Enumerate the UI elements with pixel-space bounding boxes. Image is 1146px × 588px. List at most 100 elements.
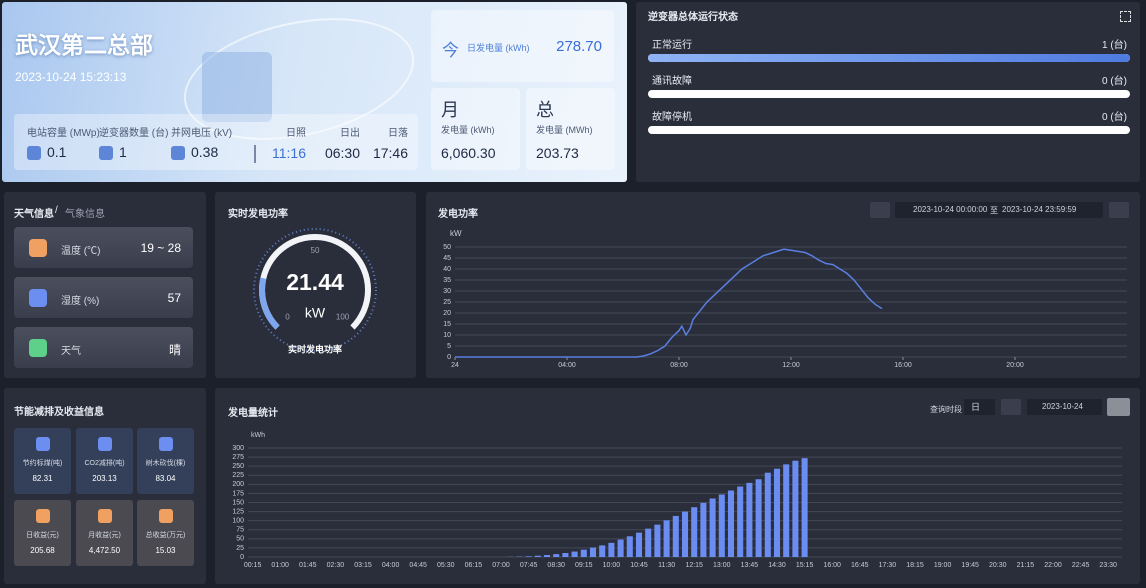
weather-label: 湿度 (%)	[61, 296, 100, 307]
x-tick-label: 13:45	[741, 562, 759, 569]
status-track	[648, 90, 1130, 98]
y-tick-label: 0	[240, 554, 244, 561]
query-label: 查询时段	[930, 405, 962, 414]
date-from: 2023-10-24 00:00:00	[913, 205, 988, 214]
panel-title: 逆变器总体运行状态	[648, 12, 738, 23]
x-tick-label: 01:00	[271, 562, 289, 569]
bar	[645, 528, 652, 557]
y-tick-label: 225	[232, 472, 244, 479]
y-tick-label: 175	[232, 490, 244, 497]
expand-icon[interactable]	[1120, 11, 1131, 22]
status-track	[648, 126, 1130, 134]
y-tick-label: 45	[443, 255, 451, 262]
x-tick-label: 01:45	[299, 562, 317, 569]
period-select[interactable]: 日	[964, 399, 995, 415]
x-tick-label: 15:15	[796, 562, 814, 569]
gauge-unit: kW	[305, 305, 326, 321]
x-tick-label: 13:00	[713, 562, 731, 569]
energy-card	[526, 88, 615, 170]
x-tick-label: 24	[451, 362, 459, 369]
bar	[654, 524, 661, 557]
bar	[792, 460, 799, 557]
stat-value: 0.38	[191, 144, 219, 160]
today-label: 日发电量 (kWh)	[467, 43, 530, 53]
weather-icon	[29, 239, 47, 257]
status-bar	[648, 54, 1130, 62]
bar	[635, 532, 643, 557]
savings-value: 83.04	[155, 474, 176, 483]
panel-title: 发电量统计	[228, 408, 278, 419]
station-name: 武汉第二总部	[15, 32, 153, 58]
date-to: 2023-10-24 23:59:59	[1002, 205, 1077, 214]
y-tick-label: 100	[232, 518, 244, 525]
stat-value: 1	[119, 144, 127, 160]
bar	[691, 507, 698, 557]
stat-value: 0.1	[47, 144, 67, 160]
gauge-value: 21.44	[286, 269, 344, 295]
x-tick-label: 17:30	[879, 562, 897, 569]
station-datetime: 2023-10-24 15:23:13	[15, 70, 127, 84]
prev-button[interactable]	[1001, 399, 1021, 415]
weather-label: 温度 (℃)	[61, 246, 101, 257]
savings-label: 节约标煤(吨)	[22, 460, 63, 467]
x-tick-label: 12:00	[782, 362, 800, 369]
x-tick-label: 05:30	[437, 562, 455, 569]
x-tick-label: 16:00	[823, 562, 841, 569]
bar	[571, 551, 578, 557]
total-label: 发电量 (MWh)	[536, 125, 593, 135]
savings-label: 月收益(元)	[88, 532, 121, 539]
month-label: 发电量 (kWh)	[441, 125, 495, 135]
date-box[interactable]: 2023-10-24	[1027, 399, 1102, 415]
gauge-tick-label: 100	[336, 313, 350, 322]
total-value: 203.73	[536, 145, 579, 161]
x-tick-label: 11:30	[658, 562, 675, 569]
stats-box	[14, 114, 418, 170]
x-tick-label: 19:45	[961, 562, 979, 569]
x-tick-label: 16:45	[851, 562, 869, 569]
savings-label: CO2减排(吨)	[84, 460, 125, 467]
x-tick-label: 02:30	[327, 562, 345, 569]
y-tick-label: 20	[443, 310, 451, 317]
bar	[562, 553, 569, 557]
bar	[764, 472, 771, 557]
x-tick-label: 23:30	[1099, 562, 1117, 569]
savings-label: 总收益(万元)	[145, 532, 186, 539]
y-tick-label: 50	[236, 536, 244, 543]
panel-subtitle[interactable]: 气象信息	[65, 209, 105, 220]
bar	[727, 490, 735, 557]
weather-icon	[29, 289, 47, 307]
weather-label: 天气	[61, 346, 81, 357]
bar	[626, 536, 633, 557]
savings-icon	[98, 509, 112, 523]
y-tick-label: 50	[443, 244, 451, 251]
savings-value: 82.31	[32, 474, 53, 483]
stat-label: 并网电压 (kV)	[171, 128, 233, 139]
x-tick-label: 16:00	[894, 362, 912, 369]
savings-value: 15.03	[155, 546, 176, 555]
next-button[interactable]	[1107, 398, 1130, 416]
bar	[599, 545, 606, 557]
savings-icon	[159, 509, 173, 523]
next-button[interactable]	[1109, 202, 1129, 218]
status-label: 正常运行	[652, 40, 692, 51]
sun-label: 日照	[286, 128, 306, 139]
y-tick-label: 300	[232, 445, 244, 452]
bar	[783, 464, 790, 557]
status-label: 故障停机	[652, 112, 692, 123]
bar	[617, 539, 624, 557]
x-tick-label: 20:00	[1006, 362, 1024, 369]
bar	[737, 486, 744, 557]
prev-button[interactable]	[870, 202, 890, 218]
y-tick-label: 275	[232, 454, 244, 461]
gauge-tick-label: 50	[311, 246, 320, 255]
weather-icon	[29, 339, 47, 357]
y-tick-label: 40	[443, 266, 451, 273]
bar	[543, 555, 551, 557]
bar	[672, 515, 679, 557]
date-sep: 至	[990, 206, 998, 215]
panel-title: 节能减排及收益信息	[14, 407, 104, 418]
x-tick-label: 09:15	[575, 562, 593, 569]
savings-value: 4,472.50	[88, 546, 121, 555]
x-tick-label: 08:30	[547, 562, 565, 569]
